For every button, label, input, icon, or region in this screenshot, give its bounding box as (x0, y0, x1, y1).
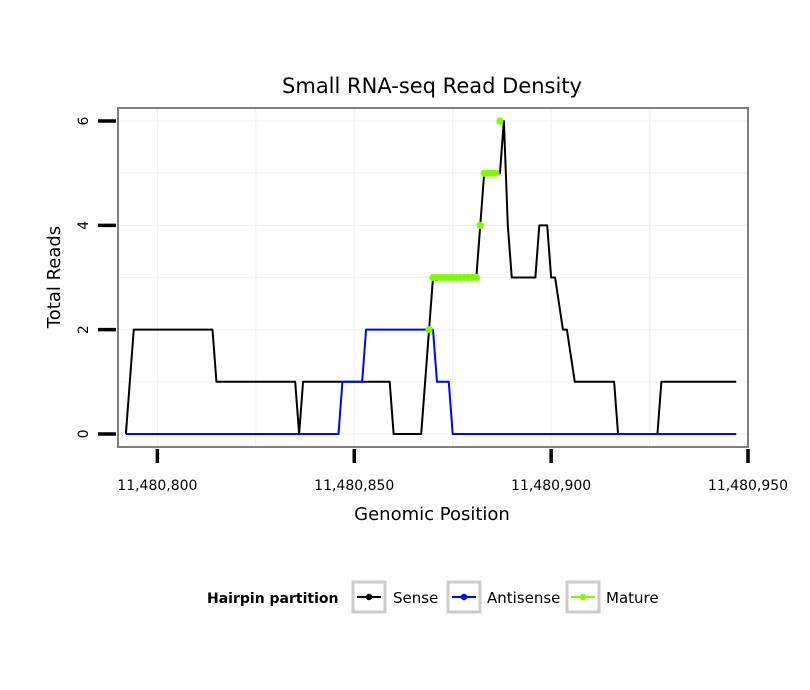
legend-label-mature: Mature (606, 589, 659, 607)
y-tick-label: 4 (76, 221, 92, 230)
legend-key-point (460, 593, 468, 601)
legend-item-sense: Sense (351, 580, 438, 614)
series-antisense-line (125, 328, 737, 435)
x-tick-label: 11,480,800 (117, 478, 197, 494)
legend-label-sense: Sense (393, 589, 438, 607)
y-tick-label: 0 (76, 430, 92, 439)
mature-point (425, 326, 433, 334)
legend-item-mature: Mature (565, 580, 659, 614)
series-mature (425, 117, 504, 334)
legend: Hairpin partition Sense Antisense Mature (207, 580, 659, 614)
legend-title: Hairpin partition (207, 591, 338, 607)
legend-key-point (579, 593, 587, 601)
y-axis-label: Total Reads (44, 226, 65, 329)
legend-label-antisense: Antisense (487, 589, 560, 607)
plot-panel-border (117, 107, 749, 448)
x-tick-label: 11,480,850 (314, 478, 394, 494)
legend-key-point (365, 593, 373, 601)
y-tick-label: 6 (76, 116, 92, 125)
chart-title: Small RNA-seq Read Density (282, 74, 582, 98)
mature-point (472, 273, 480, 282)
series-sense-line (124, 120, 737, 435)
x-tick-label: 11,480,900 (511, 478, 591, 494)
y-axis: 0 2 4 6 (76, 116, 116, 438)
x-tick-label: 11,480,950 (708, 478, 788, 494)
series-layer (124, 117, 737, 435)
y-tick-label: 2 (76, 325, 92, 334)
x-axis-label: Genomic Position (354, 504, 510, 525)
mature-point (496, 117, 504, 125)
mature-point (492, 169, 500, 177)
legend-item-antisense: Antisense (446, 580, 560, 614)
mature-point (476, 221, 484, 229)
x-axis: 11,480,800 11,480,850 11,480,900 11,480,950 (117, 449, 788, 494)
